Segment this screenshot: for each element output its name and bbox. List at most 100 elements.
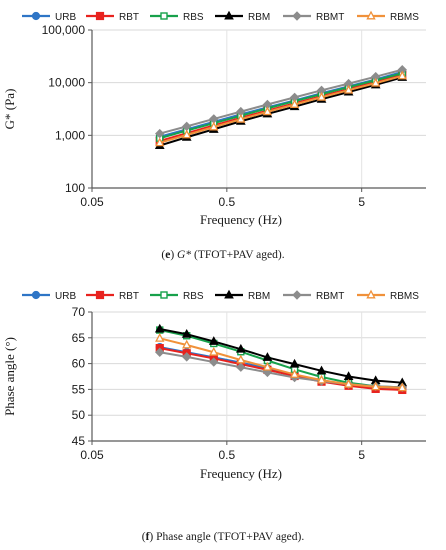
data-point-rbm-shape — [235, 343, 246, 353]
data-point-rbms — [182, 129, 192, 139]
data-point-rbms-shape — [236, 354, 246, 364]
legend-item-rbt: RBT — [86, 11, 139, 23]
series-rbmt — [155, 65, 407, 139]
data-point-rbms — [397, 382, 407, 392]
data-point-rbmt — [209, 357, 219, 367]
data-point-rbms-shape — [262, 361, 273, 371]
legend-item-rbm: RBM — [215, 10, 270, 23]
y-tick-label: 55 — [72, 382, 86, 396]
series-line-rbs — [159, 72, 403, 140]
legend-item-urb: URB — [22, 290, 76, 302]
data-point-rbms — [182, 339, 192, 349]
data-point-rbm — [154, 323, 165, 333]
data-point-rbm-shape — [262, 352, 273, 361]
data-point-rbm — [208, 336, 219, 345]
legend-marker-shape — [31, 11, 41, 21]
x-tick-label: 5 — [358, 195, 365, 209]
data-point-rbms — [262, 361, 273, 371]
caption-paren: ( — [142, 531, 146, 543]
data-point-rbms-shape — [209, 346, 219, 356]
y-axis-label: Phase angle (°) — [2, 337, 17, 416]
legend-label: URB — [55, 12, 76, 23]
data-point-rbms-shape — [343, 378, 354, 388]
data-point-rbms — [209, 121, 219, 131]
legend-item-rbm: RBM — [215, 289, 270, 302]
data-point-rbms-shape — [370, 381, 381, 391]
data-point-rbms-shape — [289, 369, 300, 378]
x-tick-label: 0.5 — [218, 195, 235, 209]
legend-label: RBT — [119, 291, 139, 302]
data-point-rbmt — [182, 352, 192, 362]
data-point-rbms-shape — [155, 137, 165, 147]
caption-paren: ) — [170, 249, 174, 261]
data-point-rbm-shape — [181, 328, 192, 338]
legend-marker-shape — [366, 289, 376, 299]
legend-marker — [224, 10, 234, 20]
y-tick-label: 100,000 — [42, 23, 86, 37]
figure-caption: (e) G* (TFOT+PAV aged). — [161, 249, 284, 261]
series-line-rbt — [159, 347, 403, 391]
data-point-rbm — [181, 328, 192, 338]
data-point-rbms-shape — [155, 332, 165, 342]
series-rbms — [155, 70, 407, 147]
legend-label: RBMT — [316, 12, 344, 23]
x-tick-label: 5 — [358, 448, 365, 462]
x-axis-label: Frequency (Hz) — [200, 466, 282, 481]
legend-marker — [224, 289, 234, 299]
legend-item-rbs: RBS — [150, 291, 204, 302]
data-point-rbms — [370, 77, 381, 87]
data-point-rbm-shape — [154, 323, 165, 333]
legend-marker-shape — [95, 290, 105, 300]
data-point-rbm — [289, 358, 300, 368]
data-point-rbms — [343, 378, 354, 388]
legend-marker — [292, 11, 302, 21]
data-point-rbms — [155, 332, 165, 342]
legend-label: RBS — [183, 12, 204, 23]
caption-paren: ) — [149, 531, 153, 543]
data-point-rbms-shape — [209, 121, 219, 131]
caption-letter: f — [146, 531, 150, 543]
legend-label: RBMT — [316, 291, 344, 302]
data-point-rbms-shape — [182, 129, 192, 139]
y-tick-label: 1,000 — [55, 128, 85, 142]
data-point-rbms — [370, 381, 381, 391]
data-point-rbmt-shape — [236, 362, 246, 372]
data-point-rbms-shape — [397, 70, 407, 80]
chart-panel-1: URB RBT RBS RBM RBMT RBMS 100 1,000 10,000 100,00… — [2, 10, 426, 261]
data-point-rbms — [236, 113, 246, 123]
series-line-rbt — [159, 73, 403, 142]
series-line-rbms — [159, 337, 403, 389]
legend-marker — [366, 289, 376, 299]
legend: URB RBT RBS RBM RBMT RBMS — [22, 289, 419, 302]
data-point-rbmt-shape — [155, 347, 165, 357]
data-point-rbms — [316, 374, 327, 384]
legend-marker — [160, 12, 168, 20]
legend-item-rbmt: RBMT — [283, 290, 344, 302]
y-tick-label: 10,000 — [48, 76, 85, 90]
data-point-rbms — [289, 99, 300, 108]
legend-marker — [292, 290, 302, 300]
data-point-rbms-shape — [316, 374, 327, 384]
data-point-rbms-shape — [289, 99, 300, 108]
data-point-rbm-shape — [208, 336, 219, 345]
x-tick-label: 0.5 — [218, 448, 235, 462]
legend-item-rbms: RBMS — [357, 289, 419, 302]
legend-marker-shape — [95, 11, 105, 21]
caption-text: Phase angle (TFOT+PAV aged). — [153, 531, 304, 543]
data-point-rbms-shape — [397, 382, 407, 392]
x-tick-label: 0.05 — [80, 448, 104, 462]
data-point-rbms-shape — [182, 339, 192, 349]
legend-marker — [95, 290, 105, 300]
data-point-rbms — [262, 106, 273, 116]
data-point-rbmt — [155, 347, 165, 357]
caption-text: (TFOT+PAV aged). — [191, 249, 285, 261]
data-point-rbms — [209, 346, 219, 356]
y-axis-label: G* (Pa) — [2, 89, 17, 130]
legend-marker-shape — [224, 10, 234, 20]
legend-label: RBM — [248, 291, 270, 302]
data-point-rbmt — [236, 362, 246, 372]
data-point-rbms — [397, 70, 407, 80]
y-tick-label: 65 — [72, 331, 86, 345]
data-point-rbm — [235, 343, 246, 353]
